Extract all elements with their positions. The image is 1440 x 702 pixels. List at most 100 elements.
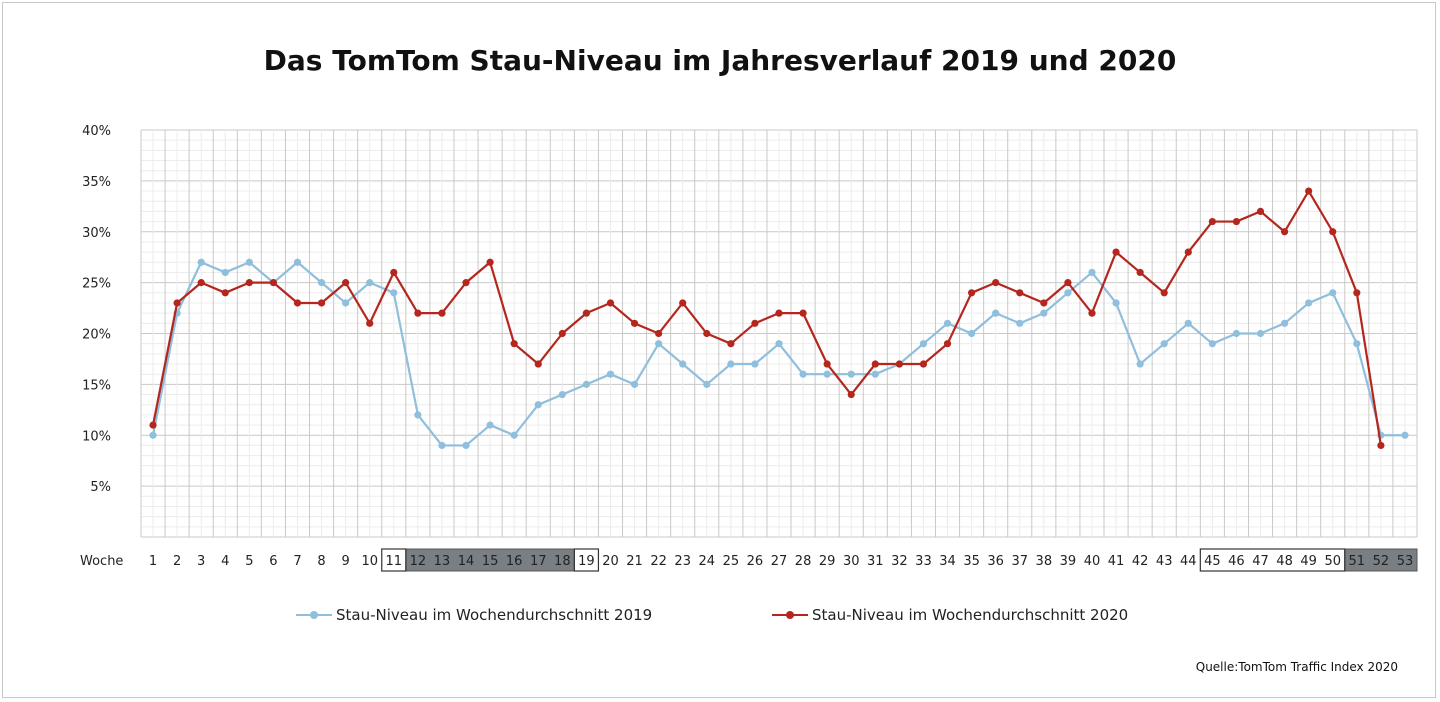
- data-point-2020: [1377, 441, 1385, 450]
- data-point-2019: [703, 380, 711, 388]
- data-point-2020: [727, 340, 735, 348]
- x-tick-label: 49: [1300, 554, 1317, 569]
- y-tick-label: 30%: [82, 226, 111, 241]
- x-tick-label: 21: [626, 554, 643, 569]
- x-tick-label: 32: [891, 554, 908, 569]
- data-point-2020: [1280, 228, 1289, 236]
- x-tick-label: 52: [1373, 554, 1390, 569]
- x-tick-label: 36: [987, 554, 1004, 569]
- highlight-outlined: [1199, 548, 1346, 572]
- y-tick-label: 5%: [90, 480, 111, 495]
- data-point-2020: [462, 279, 470, 287]
- data-point-2019: [342, 299, 350, 307]
- highlight-outlined: [573, 548, 600, 572]
- x-tick-label: 24: [699, 554, 716, 569]
- data-point-2020: [679, 299, 687, 307]
- data-point-2020: [1232, 217, 1241, 226]
- data-point-2019: [1401, 431, 1409, 439]
- x-tick-label: 40: [1084, 554, 1101, 569]
- x-tick-label: 12: [410, 554, 427, 569]
- x-tick-label: 27: [771, 554, 788, 569]
- x-tick-label: 15: [482, 554, 499, 569]
- data-point-2020: [1353, 289, 1361, 297]
- x-tick-label: 33: [915, 554, 932, 569]
- x-tick-label: 38: [1036, 554, 1053, 569]
- data-point-2019: [462, 441, 470, 450]
- data-point-2020: [486, 258, 494, 266]
- y-tick-label: 15%: [82, 378, 111, 393]
- data-point-2020: [1136, 268, 1144, 277]
- x-tick-label: 8: [317, 554, 325, 569]
- x-tick-label: 44: [1180, 554, 1197, 569]
- data-point-2020: [775, 309, 783, 317]
- data-point-2020: [1112, 248, 1120, 256]
- data-point-2019: [823, 370, 831, 378]
- data-point-2019: [1232, 329, 1241, 338]
- data-point-2020: [992, 279, 1000, 287]
- data-point-2019: [1064, 289, 1072, 297]
- data-point-2019: [1353, 340, 1361, 348]
- x-tick-label: 39: [1060, 554, 1077, 569]
- data-point-2020: [221, 289, 229, 297]
- x-tick-label: 30: [843, 554, 860, 569]
- x-tick-label: 43: [1156, 554, 1173, 569]
- data-point-2019: [775, 340, 783, 348]
- data-point-2020: [510, 340, 518, 348]
- data-point-2019: [1160, 340, 1168, 348]
- x-tick-label: 4: [221, 554, 229, 569]
- x-tick-label: 14: [458, 554, 475, 569]
- x-axis-label: Woche: [80, 554, 123, 569]
- x-tick-label: 7: [293, 554, 301, 569]
- data-point-2019: [655, 340, 663, 348]
- data-point-2019: [1112, 299, 1120, 307]
- data-point-2019: [847, 370, 855, 378]
- x-tick-label: 20: [602, 554, 619, 569]
- data-point-2020: [823, 360, 831, 368]
- data-point-2020: [871, 360, 879, 368]
- data-point-2020: [895, 360, 903, 368]
- data-point-2019: [293, 258, 302, 266]
- data-point-2020: [1256, 207, 1265, 215]
- data-point-2020: [1088, 309, 1096, 317]
- data-point-2020: [919, 360, 928, 368]
- data-point-2020: [438, 309, 446, 317]
- series-line-2020: [151, 189, 1382, 446]
- data-point-2020: [269, 279, 278, 287]
- data-point-2019: [486, 421, 494, 429]
- data-point-2019: [558, 390, 566, 399]
- chart-title: Das TomTom Stau-Niveau im Jahresverlauf …: [263, 44, 1177, 77]
- legend-item-2020: Stau-Niveau im Wochendurchschnitt 2020: [772, 606, 1128, 624]
- x-tick-label: 1: [149, 554, 157, 569]
- data-point-2020: [245, 279, 253, 287]
- data-point-2020: [943, 340, 952, 348]
- x-tick-label: 51: [1349, 554, 1366, 569]
- data-point-2019: [1136, 360, 1144, 368]
- highlight-outlined: [381, 548, 407, 572]
- data-point-2019: [968, 329, 976, 338]
- x-tick-label: 35: [963, 554, 980, 569]
- x-tick-label: 22: [650, 554, 667, 569]
- data-point-2020: [1016, 289, 1024, 297]
- y-tick-label: 35%: [82, 175, 111, 190]
- data-point-2019: [943, 319, 952, 327]
- x-tick-label: 2: [173, 554, 181, 569]
- legend-label-2020: Stau-Niveau im Wochendurchschnitt 2020: [812, 606, 1129, 624]
- y-tick-label: 40%: [82, 124, 111, 139]
- data-point-2019: [366, 279, 374, 287]
- x-tick-label: 31: [867, 554, 884, 569]
- data-point-2019: [1040, 309, 1048, 317]
- x-tick-label: 41: [1108, 554, 1125, 569]
- data-point-2019: [992, 309, 1000, 317]
- x-tick-label: 5: [245, 554, 253, 569]
- x-tick-label: 37: [1011, 554, 1028, 569]
- data-point-2019: [1208, 340, 1216, 348]
- data-point-2020: [655, 329, 663, 338]
- legend-label-2019: Stau-Niveau im Wochendurchschnitt 2019: [336, 606, 653, 624]
- y-tick-label: 25%: [82, 277, 111, 292]
- x-tick-label: 11: [386, 554, 403, 569]
- x-tick-label: 23: [674, 554, 691, 569]
- x-tick-label: 45: [1204, 554, 1221, 569]
- data-point-2019: [582, 380, 590, 388]
- data-point-2020: [197, 279, 205, 287]
- x-tick-label: 6: [269, 554, 277, 569]
